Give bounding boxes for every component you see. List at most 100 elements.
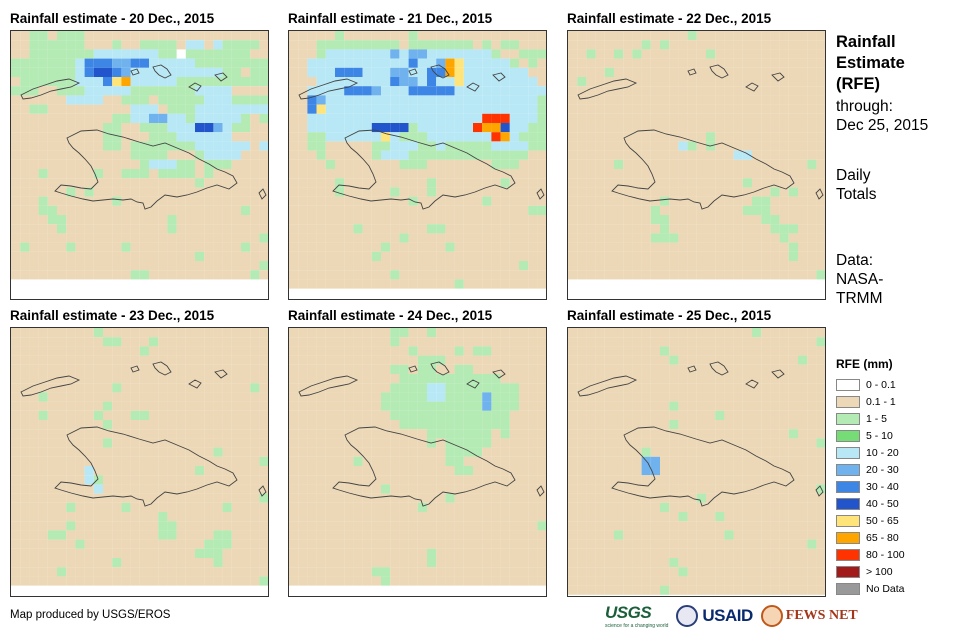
rainfall-cell [724,104,734,114]
rainfall-cell [112,132,122,142]
rainfall-cell [75,215,85,225]
rainfall-cell [436,233,446,243]
rainfall-cell [158,346,168,356]
rainfall-cell [381,521,391,531]
rainfall-cell [408,159,418,169]
rainfall-cell [706,233,716,243]
rainfall-cell [399,364,409,374]
rainfall-cell [121,456,131,466]
rainfall-cell [38,123,48,133]
rainfall-cell [696,141,706,151]
rainfall-cell [528,58,538,68]
rainfall-cell [509,40,519,50]
rainfall-cell [38,58,48,68]
rainfall-cell [66,251,76,261]
rainfall-cell [577,374,587,384]
rainfall-cell [687,86,697,96]
rainfall-cell [195,558,205,568]
rainfall-cell [213,233,223,243]
rainfall-cell [632,475,642,485]
rainfall-cell [29,261,39,271]
rainfall-cell [66,548,76,558]
rainfall-cell [724,233,734,243]
rainfall-cell [84,548,94,558]
rainfall-cell [463,548,473,558]
rainfall-cell [807,466,817,476]
rainfall-cell [500,567,510,577]
rainfall-cell [519,196,529,206]
rainfall-cell [577,215,587,225]
rainfall-cell [250,215,260,225]
rainfall-cell [390,410,400,420]
rainfall-cell [770,31,780,41]
rainfall-cell [222,233,232,243]
rainfall-cell [770,104,780,114]
rainfall-cell [195,242,205,252]
rainfall-cell [38,502,48,512]
rainfall-cell [353,512,363,522]
rainfall-cell [715,502,725,512]
rainfall-cell [158,224,168,234]
rainfall-cell [528,242,538,252]
rainfall-cell [344,67,354,77]
rainfall-cell [715,58,725,68]
rainfall-cell [436,410,446,420]
rainfall-cell [678,196,688,206]
rainfall-cell [473,205,483,215]
rainfall-cell [445,31,455,41]
rainfall-cell [577,67,587,77]
rainfall-cell [595,224,605,234]
rainfall-cell [259,558,268,568]
rainfall-cell [715,159,725,169]
rainfall-cell [57,438,67,448]
rainfall-cell [463,383,473,393]
rainfall-cell [250,346,260,356]
rainfall-cell [381,484,391,494]
rainfall-cell [139,493,149,503]
rainfall-cell [733,410,743,420]
rainfall-cell [519,392,529,402]
rainfall-cell [353,548,363,558]
rainfall-cell [816,58,825,68]
rainfall-cell [57,383,67,393]
rainfall-cell [259,392,268,402]
rainfall-cell [417,58,427,68]
rainfall-cell [121,429,131,439]
rainfall-cell [528,475,538,485]
rainfall-cell [632,484,642,494]
rainfall-cell [149,475,159,485]
rainfall-cell [724,530,734,540]
rainfall-cell [436,438,446,448]
rainfall-cell [715,261,725,271]
rainfall-cell [75,475,85,485]
rainfall-cell [779,337,789,347]
rainfall-cell [353,364,363,374]
rainfall-cell [167,447,177,457]
rainfall-cell [75,328,85,338]
rainfall-cell [491,401,501,411]
rainfall-cell [445,150,455,160]
rainfall-cell [595,187,605,197]
rainfall-cell [213,77,223,87]
rainfall-cell [195,429,205,439]
rainfall-cell [733,383,743,393]
rainfall-cell [724,567,734,577]
rainfall-cell [408,58,418,68]
rainfall-cell [222,242,232,252]
rainfall-cell [528,132,538,142]
rainfall-cell [761,86,771,96]
rainfall-cell [399,279,409,289]
rainfall-cell [733,224,743,234]
rainfall-cell [289,205,299,215]
rainfall-cell [427,392,437,402]
rainfall-cell [112,364,122,374]
rainfall-cell [121,58,131,68]
rainfall-cell [586,49,596,59]
rainfall-cell [298,251,308,261]
rainfall-cell [289,150,299,160]
rainfall-cell [381,205,391,215]
coastline [152,64,172,79]
rainfall-cell [38,539,48,549]
rainfall-cell [687,502,697,512]
rainfall-cell [724,355,734,365]
